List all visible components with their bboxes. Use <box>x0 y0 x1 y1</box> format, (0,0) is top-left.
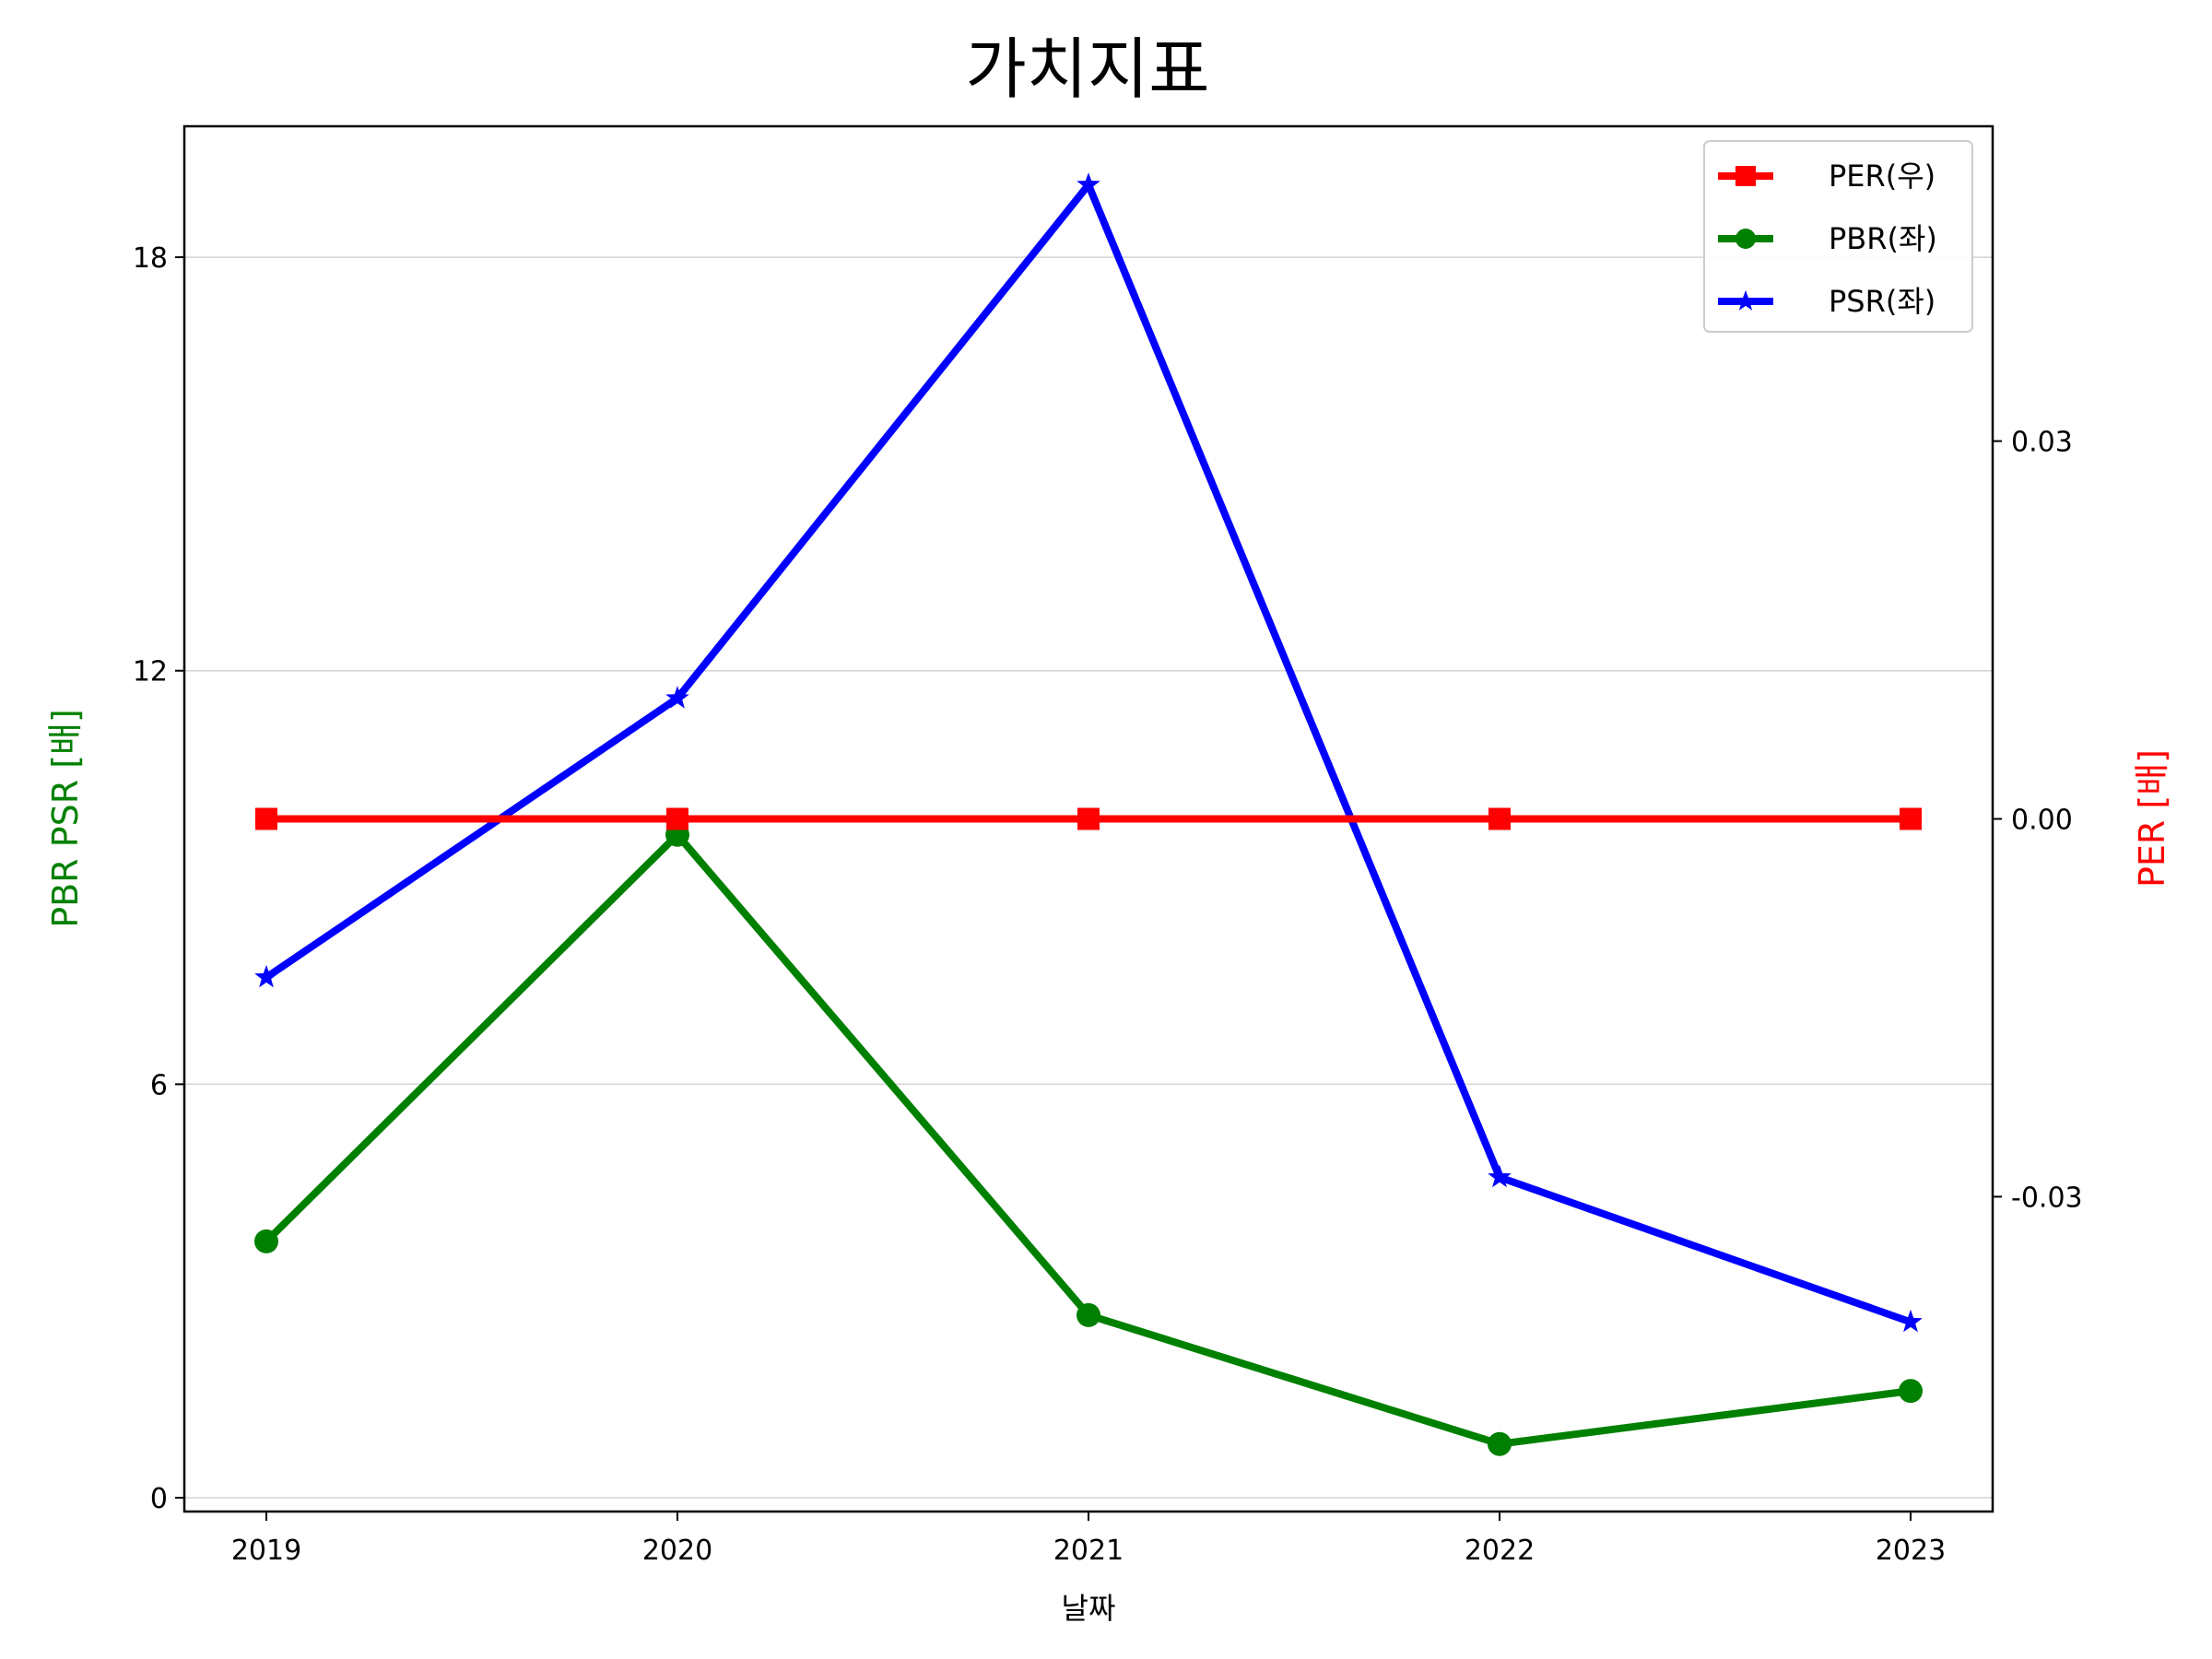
legend-label: PER(우) <box>1829 159 1936 194</box>
legend-swatch-marker <box>1735 289 1757 311</box>
series-layer <box>254 172 1923 1456</box>
x-tick-label: 2022 <box>1465 1535 1535 1567</box>
legend-item: PSR(좌) <box>1718 284 1936 319</box>
right-tick-label: 0.03 <box>2011 427 2073 459</box>
data-point <box>666 807 688 830</box>
data-point <box>1077 1302 1100 1327</box>
x-tick-label: 2023 <box>1876 1535 1946 1567</box>
data-point <box>1899 1309 1923 1333</box>
right-axis-label: PER [배] <box>2132 749 2172 888</box>
left-axis-ticks: 0 6 12 18 <box>133 242 184 1515</box>
data-point <box>1488 807 1511 830</box>
legend-label: PSR(좌) <box>1829 284 1936 319</box>
data-point <box>665 686 689 709</box>
left-tick-label: 6 <box>150 1069 168 1101</box>
right-axis-ticks: -0.03 0.00 0.03 <box>1993 427 2083 1214</box>
left-tick-label: 18 <box>133 242 168 275</box>
legend-swatch-marker <box>1735 166 1756 186</box>
series-line <box>264 830 1912 1448</box>
legend-box <box>1703 140 1973 333</box>
right-tick-label: 0.00 <box>2011 805 2073 837</box>
right-tick-label: -0.03 <box>2011 1182 2083 1214</box>
data-point <box>255 807 277 830</box>
legend-swatch-marker <box>1735 229 1756 249</box>
data-point <box>1899 1379 1923 1404</box>
x-tick-label: 2020 <box>642 1535 712 1567</box>
left-tick-label: 12 <box>133 656 168 688</box>
data-point <box>254 965 278 988</box>
left-tick-label: 0 <box>150 1483 168 1515</box>
series-psr <box>254 172 1923 1333</box>
data-point <box>254 1229 278 1253</box>
x-axis-ticks: 2019 2020 2021 2022 2023 <box>231 1512 1946 1567</box>
series-per <box>255 807 1922 830</box>
legend-item: PBR(좌) <box>1718 221 1937 256</box>
data-point <box>1077 807 1100 830</box>
x-axis-label: 날짜 <box>1062 1591 1116 1626</box>
data-point <box>1488 1431 1512 1456</box>
grid-lines <box>184 256 1993 1499</box>
left-axis-label: PBR PSR [배] <box>45 709 86 928</box>
series-line <box>264 181 1912 1326</box>
x-tick-label: 2019 <box>231 1535 301 1567</box>
chart-title: 가치지표 <box>966 30 1210 108</box>
data-point <box>1488 1164 1512 1188</box>
legend-item: PER(우) <box>1718 159 1936 194</box>
legend: PER(우) PBR(좌) PSR(좌) <box>1703 140 1973 333</box>
data-point <box>1077 172 1100 195</box>
legend-label: PBR(좌) <box>1829 221 1937 256</box>
x-tick-label: 2021 <box>1053 1535 1124 1567</box>
data-point <box>1900 807 1922 830</box>
series-pbr <box>254 822 1923 1456</box>
